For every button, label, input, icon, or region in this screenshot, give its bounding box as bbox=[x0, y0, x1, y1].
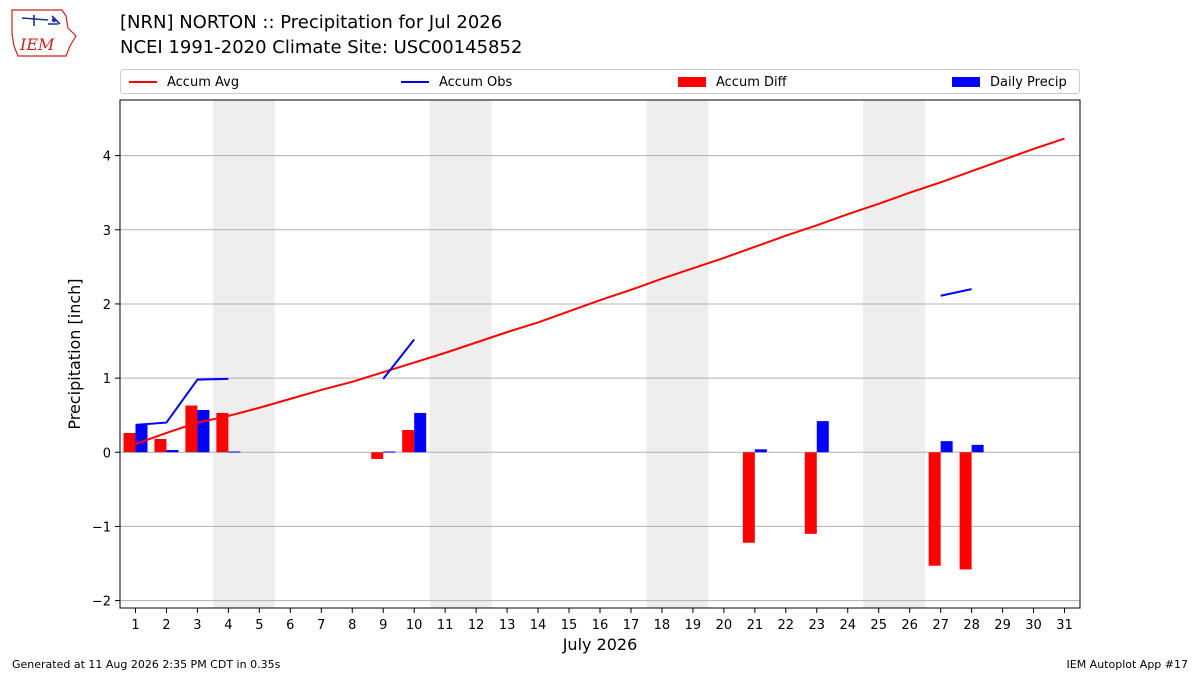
daily-precip-bar bbox=[197, 409, 210, 453]
x-tick-label: 14 bbox=[530, 618, 547, 633]
accum-diff-bar bbox=[123, 432, 136, 453]
x-tick-label: 7 bbox=[317, 618, 325, 633]
x-tick-label: 25 bbox=[870, 618, 887, 633]
autoplot-app-label: IEM Autoplot App #17 bbox=[1066, 658, 1189, 671]
x-tick-label: 20 bbox=[716, 618, 733, 633]
chart-subtitle: NCEI 1991-2020 Climate Site: USC00145852 bbox=[120, 37, 523, 58]
x-tick-label: 17 bbox=[623, 618, 640, 633]
x-tick-label: 2 bbox=[162, 618, 170, 633]
accum-diff-bar bbox=[402, 430, 415, 453]
legend-swatch-daily-precip bbox=[952, 77, 980, 87]
weekend-shade bbox=[863, 100, 926, 608]
legend-swatch-accum-diff bbox=[678, 77, 706, 87]
y-tick-label: 4 bbox=[103, 150, 111, 165]
x-tick-label: 6 bbox=[286, 618, 294, 633]
y-tick-label: −2 bbox=[92, 595, 111, 610]
x-tick-label: 28 bbox=[963, 618, 980, 633]
legend-label-accum-diff: Accum Diff bbox=[716, 74, 787, 90]
y-tick-label: 0 bbox=[103, 446, 111, 461]
y-tick-label: 1 bbox=[103, 372, 111, 387]
y-tick-label: 3 bbox=[103, 224, 111, 239]
y-tick-label: 2 bbox=[103, 298, 111, 313]
daily-precip-bar bbox=[166, 450, 179, 453]
daily-precip-bar bbox=[940, 441, 953, 453]
x-tick-label: 22 bbox=[778, 618, 795, 633]
x-tick-label: 19 bbox=[685, 618, 702, 633]
x-tick-label: 24 bbox=[839, 618, 856, 633]
x-tick-label: 21 bbox=[747, 618, 764, 633]
x-tick-label: 5 bbox=[255, 618, 263, 633]
accum-obs-line bbox=[940, 288, 972, 297]
x-tick-label: 15 bbox=[561, 618, 578, 633]
daily-precip-bar bbox=[754, 449, 767, 453]
daily-precip-bar bbox=[383, 451, 396, 453]
x-tick-label: 12 bbox=[468, 618, 485, 633]
accum-diff-bar bbox=[928, 452, 941, 566]
legend-label-daily-precip: Daily Precip bbox=[990, 74, 1067, 90]
daily-precip-bar bbox=[228, 451, 241, 453]
x-tick-label: 30 bbox=[1025, 618, 1042, 633]
y-tick-label: −1 bbox=[92, 520, 111, 535]
accum-diff-bar bbox=[959, 452, 972, 570]
weekend-shade bbox=[646, 100, 709, 608]
x-axis-label: July 2026 bbox=[562, 635, 638, 654]
x-tick-label: 4 bbox=[224, 618, 232, 633]
y-axis-label: Precipitation [inch] bbox=[65, 278, 84, 429]
accum-diff-bar bbox=[742, 452, 755, 543]
plot-frame bbox=[119, 99, 1081, 609]
chart-legend: Accum Avg Accum Obs Accum Diff Daily Pre… bbox=[120, 69, 1080, 94]
legend-swatch-accum-obs bbox=[401, 81, 429, 83]
accum-obs-line bbox=[382, 338, 415, 380]
daily-precip-bar bbox=[816, 421, 829, 453]
legend-label-accum-obs: Accum Obs bbox=[439, 74, 513, 90]
daily-precip-bar bbox=[135, 424, 148, 453]
x-tick-label: 1 bbox=[131, 618, 139, 633]
legend-item-accum-obs: Accum Obs bbox=[401, 73, 512, 91]
iem-logo: IEM bbox=[11, 9, 77, 57]
x-tick-label: 31 bbox=[1056, 618, 1073, 633]
legend-label-accum-avg: Accum Avg bbox=[167, 74, 240, 90]
x-tick-label: 27 bbox=[932, 618, 949, 633]
x-tick-label: 9 bbox=[379, 618, 387, 633]
legend-swatch-accum-avg bbox=[129, 81, 157, 83]
legend-item-accum-avg: Accum Avg bbox=[129, 73, 239, 91]
generated-timestamp: Generated at 11 Aug 2026 2:35 PM CDT in … bbox=[12, 658, 281, 671]
logo-text: IEM bbox=[19, 35, 55, 54]
x-tick-label: 16 bbox=[592, 618, 609, 633]
x-tick-label: 8 bbox=[348, 618, 356, 633]
weekend-shade bbox=[212, 100, 275, 608]
x-tick-label: 3 bbox=[193, 618, 201, 633]
legend-item-accum-diff: Accum Diff bbox=[678, 73, 787, 91]
x-tick-label: 11 bbox=[437, 618, 454, 633]
accum-diff-bar bbox=[216, 412, 229, 453]
x-tick-label: 29 bbox=[994, 618, 1011, 633]
daily-precip-bar bbox=[971, 444, 984, 453]
accum-diff-bar bbox=[185, 405, 198, 453]
accum-diff-bar bbox=[804, 452, 817, 534]
x-tick-label: 26 bbox=[901, 618, 918, 633]
accum-obs-line bbox=[135, 377, 229, 426]
x-tick-label: 13 bbox=[499, 618, 516, 633]
accum-diff-bar bbox=[154, 438, 167, 453]
legend-item-daily-precip: Daily Precip bbox=[952, 73, 1067, 91]
x-tick-label: 23 bbox=[809, 618, 826, 633]
x-tick-label: 10 bbox=[406, 618, 423, 633]
accum-diff-bar bbox=[371, 452, 384, 459]
accum-avg-line bbox=[135, 137, 1065, 446]
chart-title: [NRN] NORTON :: Precipitation for Jul 20… bbox=[120, 12, 503, 33]
x-tick-label: 18 bbox=[654, 618, 671, 633]
daily-precip-bar bbox=[414, 412, 427, 453]
